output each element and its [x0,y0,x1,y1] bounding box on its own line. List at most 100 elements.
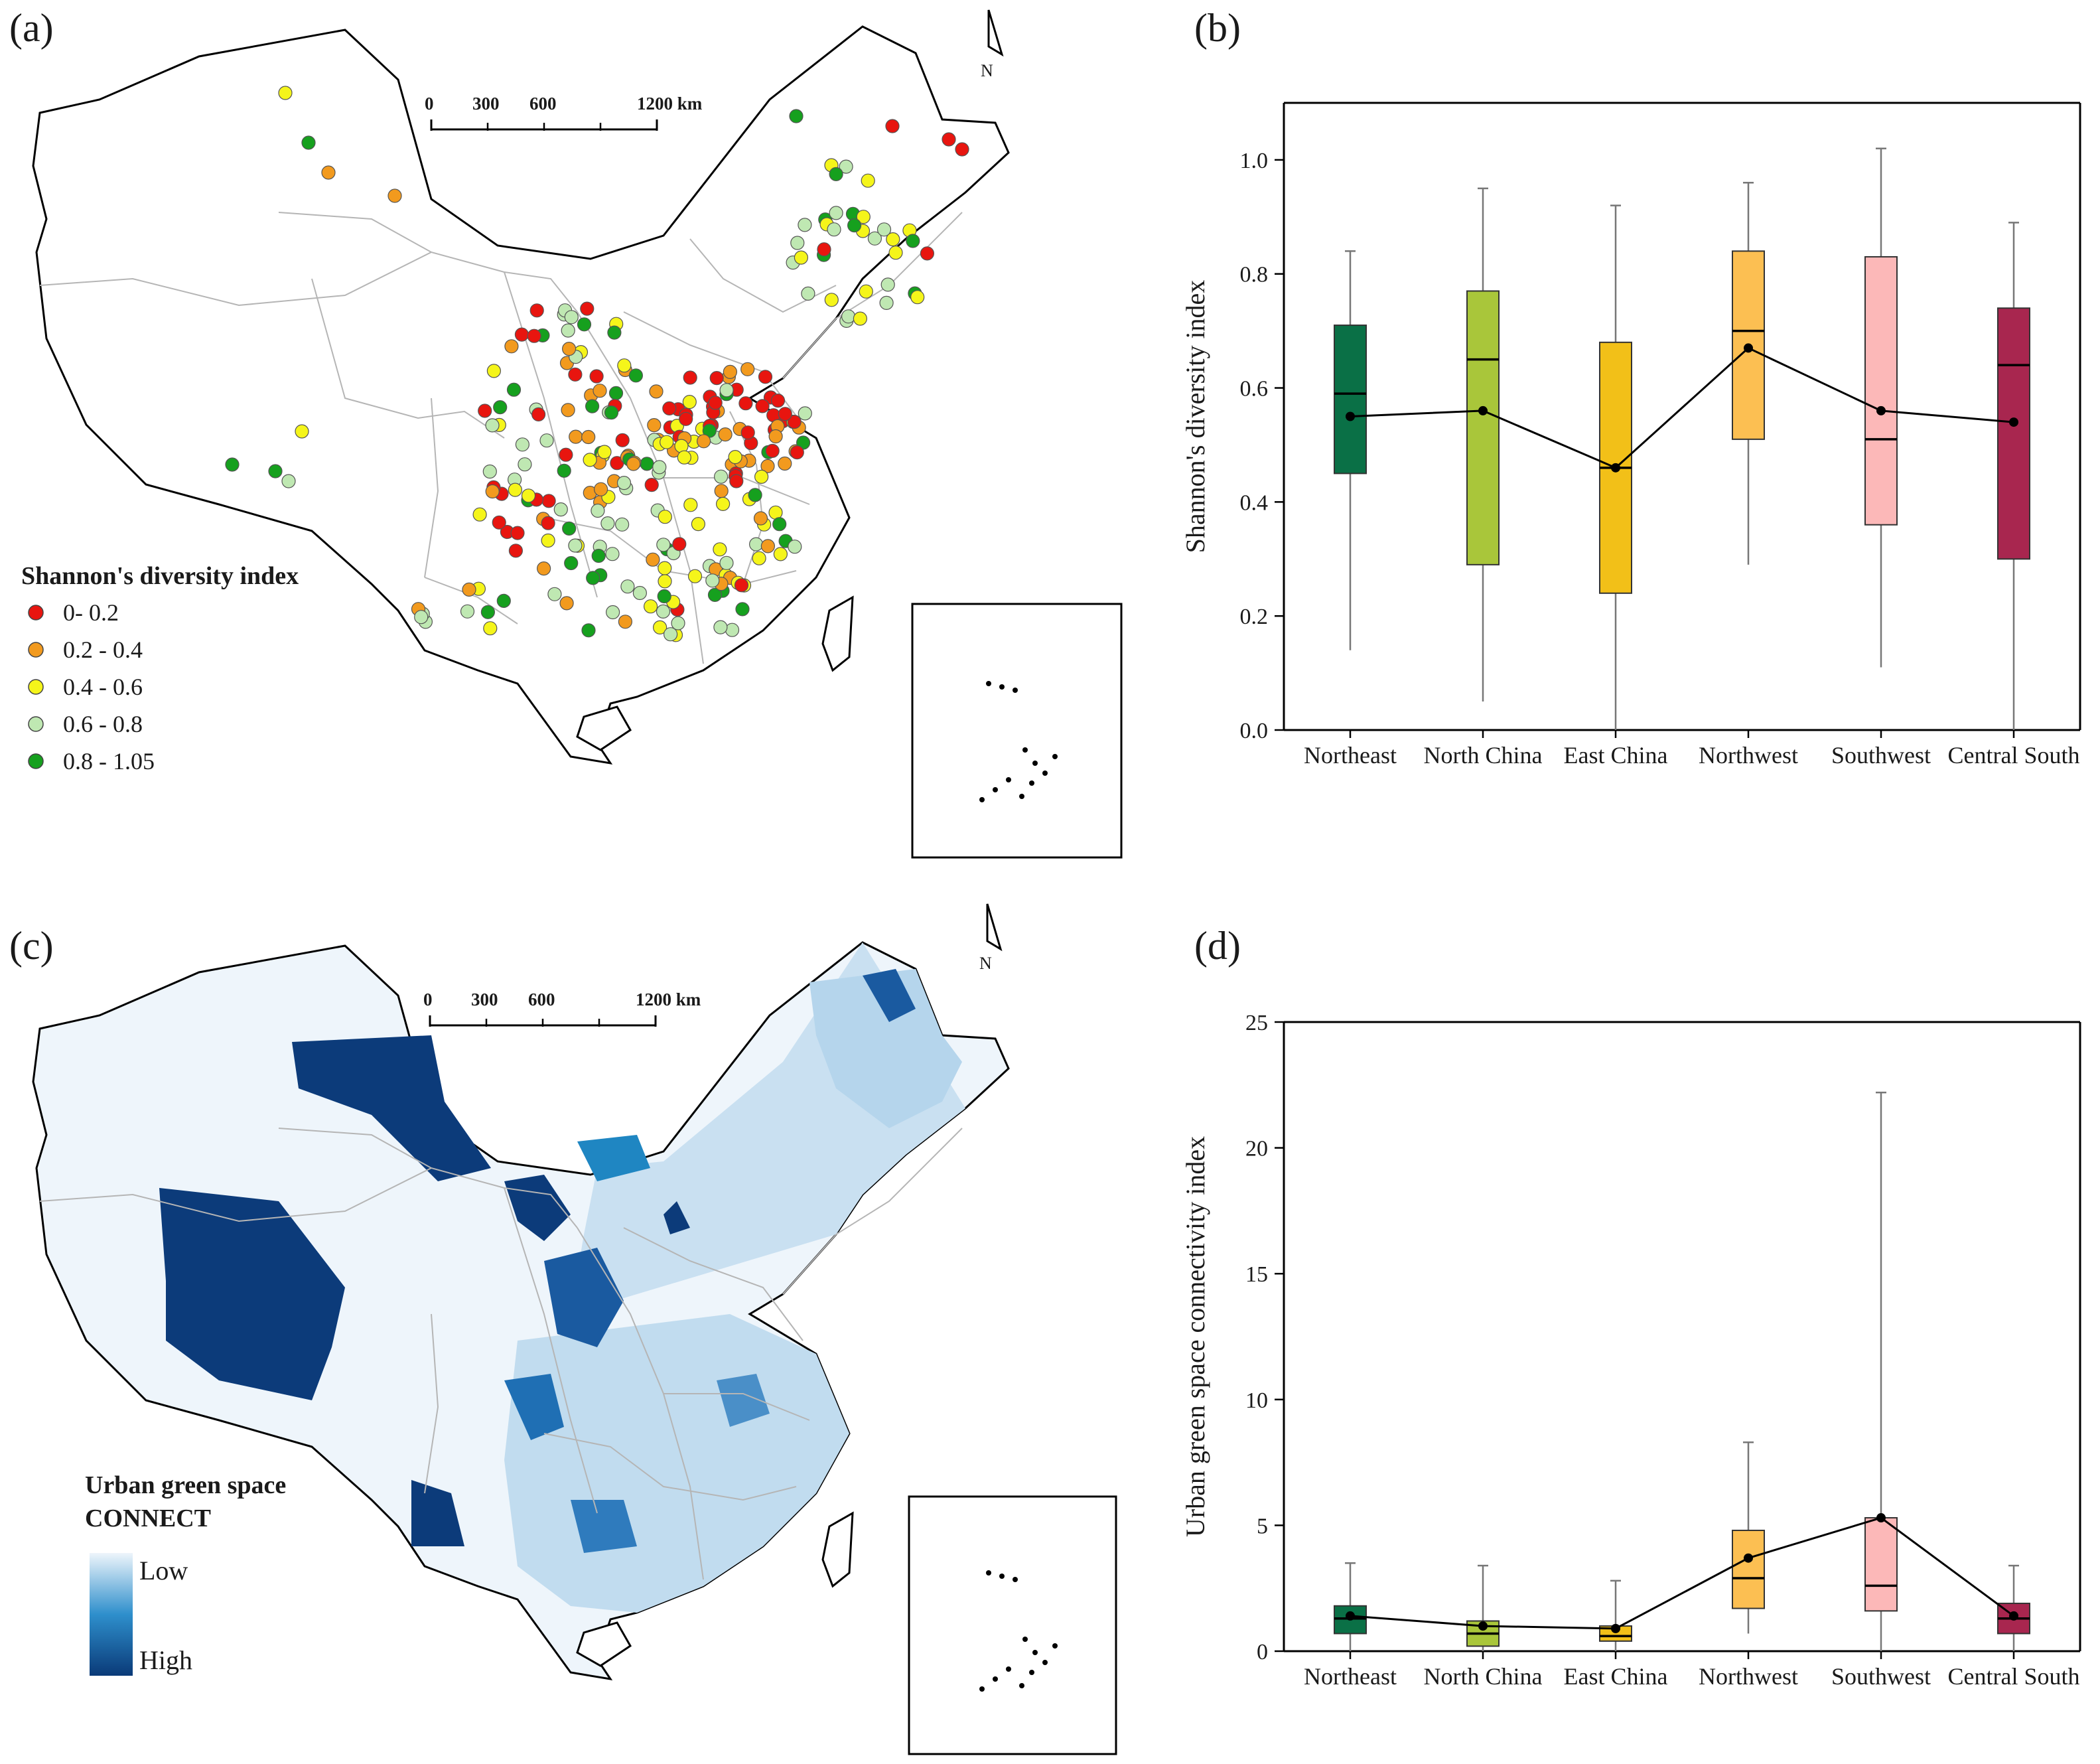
mean-line [1350,346,2014,469]
sample-point [506,382,522,397]
sample-point [585,399,600,413]
sample-point [605,605,620,620]
sample-point [824,293,839,307]
sample-point [510,526,525,540]
y-tick-label: 10 [1245,1388,1268,1413]
sample-point [798,406,812,421]
x-tick-label: Southwest [1831,742,1931,769]
sample-point [847,218,862,233]
legend-swatch-3 [28,716,44,732]
box-northeast [1334,325,1367,475]
sample-point [740,425,755,440]
sample-point [691,516,706,532]
mean-point [2009,1611,2018,1621]
china-outline-a [32,25,1010,765]
scale-label-1200-c: 1200 km [636,990,701,1009]
sample-point [632,585,648,601]
sample-point [472,507,487,522]
sample-point [713,542,727,557]
hainan-a [576,705,632,751]
taiwan-c [821,1511,854,1588]
sample-point [734,578,749,593]
sample-point [906,234,920,248]
sample-point [768,429,783,444]
mean-point [1346,411,1355,421]
sample-point [580,301,595,316]
box-north-china [1466,290,1500,565]
sample-point [705,573,720,588]
sample-point [760,459,775,474]
sample-point [531,407,546,422]
sample-point [568,367,583,382]
mean-line [1350,1516,2014,1630]
svg-text:N: N [981,61,993,80]
sample-point [752,551,766,565]
box-northwest [1732,1529,1765,1609]
sample-point [616,475,632,490]
y-tick-label: 25 [1245,1011,1268,1035]
sample-point [657,589,671,604]
inset-islands-a [979,681,1058,802]
sample-point [514,327,529,342]
sample-point [618,615,633,629]
sample-point [658,510,672,524]
y-axis-title: Urban green space connectivity index [1180,1136,1210,1537]
sample-point [485,484,500,499]
sample-point [593,482,608,496]
sample-point [652,620,667,635]
map-c: 0 300 600 1200 km N Urban green space CO… [32,903,1117,1755]
legend-low: Low [139,1556,188,1585]
sample-point [888,246,903,260]
legend-label-3: 0.6 - 0.8 [63,711,143,737]
y-tick-label: 0.6 [1240,377,1269,402]
sample-point [577,317,592,332]
sample-point [387,188,402,203]
boxplot-b: 0.0 0.2 0.4 0.6 0.8 1.0 Shannon's diversity in… [1180,102,2081,769]
sample-point [301,135,316,150]
sample-point [529,303,544,318]
legend-gradient-c [90,1553,133,1676]
sample-point [586,571,600,585]
sample-point [557,463,571,478]
sample-point [564,310,579,325]
sample-point [790,236,805,250]
sample-point [801,286,815,301]
mean-point [1611,463,1620,473]
sample-point [861,173,875,188]
sample-point [790,445,804,460]
sample-point [562,521,577,536]
sample-point [687,569,703,583]
sample-point [561,341,577,356]
inset-south-china-sea-c [908,1495,1117,1755]
sample-point [794,250,809,265]
sample-point [910,290,925,305]
sample-points-a [225,86,969,642]
sample-point [508,544,524,558]
sample-point [738,396,753,411]
sample-point [765,443,780,459]
svg-text:N: N [979,954,992,973]
sample-point [859,284,873,299]
sample-point [278,86,293,100]
sample-point [679,411,693,426]
sample-point [561,323,575,338]
sample-point [662,401,677,416]
legend-title-c-1: Urban green space [85,1471,286,1499]
sample-point [755,399,770,413]
sample-point [748,488,762,502]
sample-point [485,418,500,433]
sample-point [729,474,744,488]
sample-point [660,435,674,449]
sample-point [536,561,551,576]
sample-point [643,599,658,614]
sample-point [672,537,687,551]
sample-point [955,142,969,157]
legend-swatch-0 [28,605,44,621]
sample-point [268,464,283,478]
x-tick-label: Southwest [1831,1663,1931,1690]
sample-point [856,210,871,224]
sample-point [789,109,804,123]
mean-point [1478,1621,1488,1631]
sample-point [656,604,671,619]
scale-bar-a: 0 300 600 1200 km [425,94,703,131]
